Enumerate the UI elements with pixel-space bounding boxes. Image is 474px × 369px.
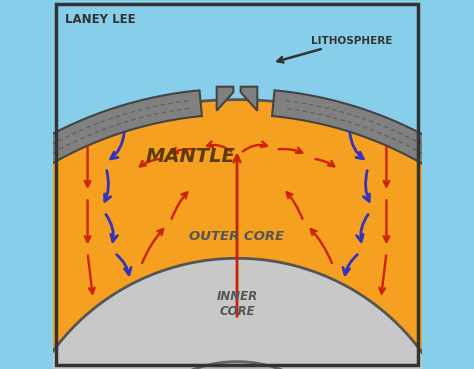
Text: LITHOSPHERE: LITHOSPHERE — [277, 35, 392, 62]
Text: MANTLE: MANTLE — [146, 147, 236, 166]
Text: INNER
CORE: INNER CORE — [217, 290, 257, 318]
Polygon shape — [241, 87, 257, 111]
Polygon shape — [0, 90, 202, 369]
Text: LANEY LEE: LANEY LEE — [65, 13, 136, 26]
Polygon shape — [0, 100, 474, 369]
Polygon shape — [217, 87, 233, 111]
Polygon shape — [272, 90, 474, 369]
Polygon shape — [8, 258, 466, 369]
Text: OUTER CORE: OUTER CORE — [190, 230, 284, 243]
Polygon shape — [16, 362, 458, 369]
